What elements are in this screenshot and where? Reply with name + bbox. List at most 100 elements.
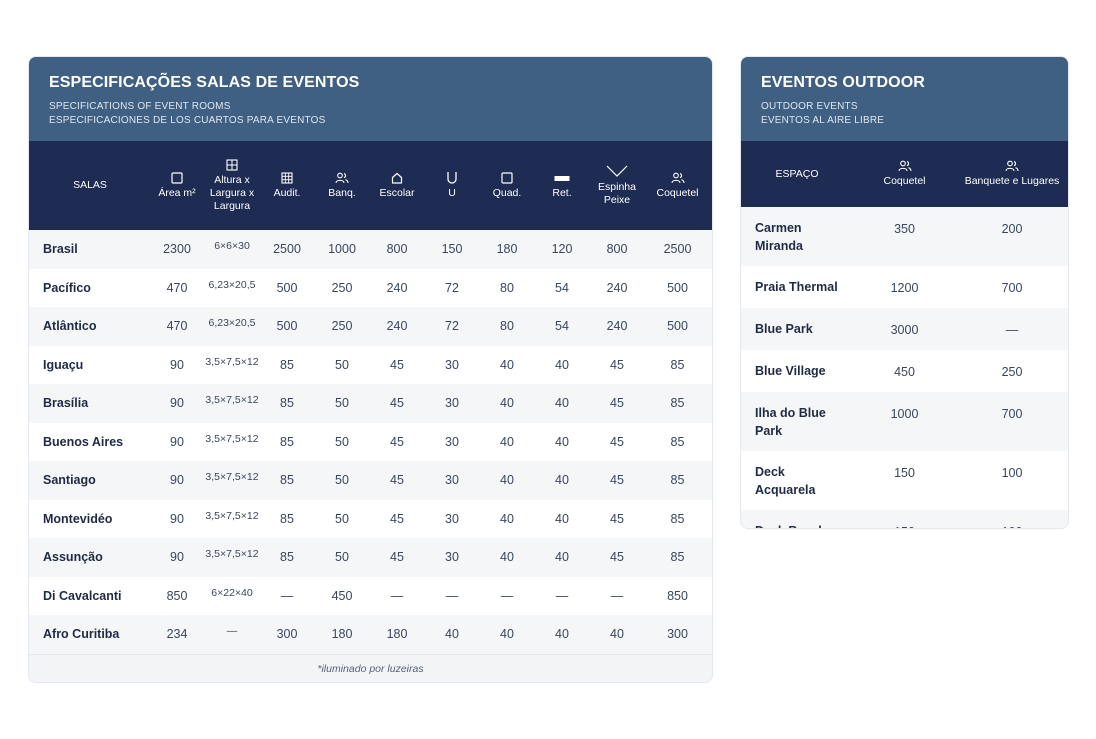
rectangle-icon xyxy=(533,172,591,184)
outdoor-events-subtitle-en: OUTDOOR EVENTS xyxy=(761,101,858,112)
room-name-cell: Brasília xyxy=(43,396,89,411)
table-cell: 240 xyxy=(386,319,408,334)
table-cell: 54 xyxy=(555,319,569,334)
table-cell: 300 xyxy=(276,627,298,642)
event-rooms-card: ESPECIFICAÇÕES SALAS DE EVENTOS SPECIFIC… xyxy=(28,56,713,683)
col-espinha: Espinha Peixe xyxy=(591,141,643,230)
table-cell: 240 xyxy=(606,319,628,334)
table-cell: 80 xyxy=(500,280,514,295)
table-cell: 80 xyxy=(500,319,514,334)
table-cell: 85 xyxy=(280,396,294,411)
room-name-cell: Atlântico xyxy=(43,319,97,334)
table-cell: 45 xyxy=(610,550,624,565)
table-row: Afro Curitiba 234 — 300 180 180 40 40 40 40 300 xyxy=(29,615,712,654)
table-cell: 85 xyxy=(280,473,294,488)
table-cell: 250 xyxy=(331,319,353,334)
table-cell: 1000 xyxy=(890,407,919,421)
table-cell: 240 xyxy=(606,280,628,295)
table-row: Buenos Aires 90 3,5×7,5×12 85 50 45 30 40 40 45 85 xyxy=(29,422,712,461)
table-cell: 3,5×7,5×12 xyxy=(203,538,261,577)
table-cell: — xyxy=(500,588,514,603)
outdoor-events-subtitle-es: EVENTOS AL AIRE LIBRE xyxy=(761,115,885,126)
table-row: Iguaçu 90 3,5×7,5×12 85 50 45 30 40 40 45 85 xyxy=(29,345,712,384)
table-cell: 150 xyxy=(853,510,956,528)
outdoor-events-body: Carmen Miranda 350 200 Praia Thermal 1200 700… xyxy=(741,207,1068,528)
table-cell: 45 xyxy=(390,550,404,565)
table-cell: 3,5×7,5×12 xyxy=(203,461,261,500)
table-cell: 54 xyxy=(555,280,569,295)
table-cell: 40 xyxy=(555,550,569,565)
table-cell: 45 xyxy=(610,396,624,411)
table-cell: 50 xyxy=(335,511,349,526)
table-cell: 50 xyxy=(335,357,349,372)
table-row: Di Cavalcanti 850 6×22×40 — 450 — — — — — 850 xyxy=(29,576,712,615)
col-espaco-label: ESPAÇO xyxy=(775,167,819,180)
table-row: Montevidéo 90 3,5×7,5×12 85 50 45 30 40 40 45 85 xyxy=(29,499,712,538)
dimensions-value: 3,5×7,5×12 xyxy=(205,355,259,368)
col-area-label: Área m² xyxy=(158,186,196,199)
table-cell: 45 xyxy=(390,396,404,411)
table-row: Santiago 90 3,5×7,5×12 85 50 45 30 40 40 45 85 xyxy=(29,461,712,500)
table-row: Assunção 90 3,5×7,5×12 85 50 45 30 40 40 45 85 xyxy=(29,538,712,577)
people-icon xyxy=(853,160,956,172)
house-icon xyxy=(371,172,423,184)
dimensions-value: 3,5×7,5×12 xyxy=(205,509,259,522)
event-rooms-header-row: SALAS Área m² Altura x Largura x Largura… xyxy=(29,141,712,230)
table-cell: 150 xyxy=(894,466,915,480)
table-cell: — xyxy=(610,588,624,603)
space-name-cell: Blue Park xyxy=(755,322,813,336)
dimensions-value: 3,5×7,5×12 xyxy=(205,432,259,445)
table-cell: 40 xyxy=(555,357,569,372)
dimensions-value: 6×6×30 xyxy=(214,240,250,253)
table-cell: 120 xyxy=(551,242,573,257)
table-cell: 85 xyxy=(280,434,294,449)
dimensions-value: 6,23×20,5 xyxy=(208,278,256,291)
table-cell: 85 xyxy=(280,511,294,526)
col-salas: SALAS xyxy=(29,141,151,230)
table-cell: 2500 xyxy=(273,242,301,257)
space-name-cell: Deck Beach Tennis xyxy=(741,510,853,528)
table-row: Brasília 90 3,5×7,5×12 85 50 45 30 40 40 45 85 xyxy=(29,384,712,423)
table-cell: 30 xyxy=(445,511,459,526)
table-cell: 850 xyxy=(667,588,688,603)
event-rooms-body: Brasil 2300 6×6×30 2500 1000 800 150 180 120 800 2… xyxy=(29,230,712,654)
table-cell: 2500 xyxy=(663,242,692,257)
people-icon xyxy=(313,172,371,184)
col-espaco: ESPAÇO xyxy=(741,141,853,207)
table-cell: 234 xyxy=(166,627,188,642)
table-cell: 240 xyxy=(386,280,408,295)
table-cell: 90 xyxy=(170,550,184,565)
table-cell: — xyxy=(203,615,261,654)
col-audit-label: Audit. xyxy=(273,186,301,199)
space-name-cell: Praia Thermal xyxy=(755,280,838,294)
col-ret: Ret. xyxy=(533,141,591,230)
table-cell: 50 xyxy=(335,434,349,449)
event-rooms-subtitle-en: SPECIFICATIONS OF EVENT ROOMS xyxy=(49,101,231,112)
table-cell: 85 xyxy=(670,473,685,488)
col-audit: Audit. xyxy=(261,141,313,230)
table-cell: 2300 xyxy=(163,242,191,257)
space-name-cell: Blue Village xyxy=(755,364,826,378)
col-banq: Banq. xyxy=(313,141,371,230)
table-cell: 450 xyxy=(331,588,353,603)
table-cell: 350 xyxy=(894,222,915,236)
table-cell: 72 xyxy=(445,319,459,334)
room-name-cell: Buenos Aires xyxy=(43,434,124,449)
table-cell: 72 xyxy=(445,280,459,295)
room-name-cell: Montevidéo xyxy=(43,511,113,526)
event-rooms-footnote: *iluminado por luzeiras xyxy=(29,653,712,682)
col-banquete: Banquete e Lugares xyxy=(956,141,1068,207)
table-cell: 45 xyxy=(610,434,624,449)
table-cell: 30 xyxy=(445,434,459,449)
table-cell: 40 xyxy=(500,357,514,372)
col-escolar: Escolar xyxy=(371,141,423,230)
table-cell: 40 xyxy=(500,511,514,526)
table-cell: 100 xyxy=(1001,466,1023,480)
room-name-cell: Santiago xyxy=(43,473,96,488)
chevron-icon xyxy=(591,164,643,178)
table-cell: 85 xyxy=(670,550,685,565)
table-cell: 40 xyxy=(500,396,514,411)
square-icon xyxy=(151,171,203,184)
table-cell: 1000 xyxy=(328,242,356,257)
event-rooms-table: SALAS Área m² Altura x Largura x Largura… xyxy=(29,141,712,654)
